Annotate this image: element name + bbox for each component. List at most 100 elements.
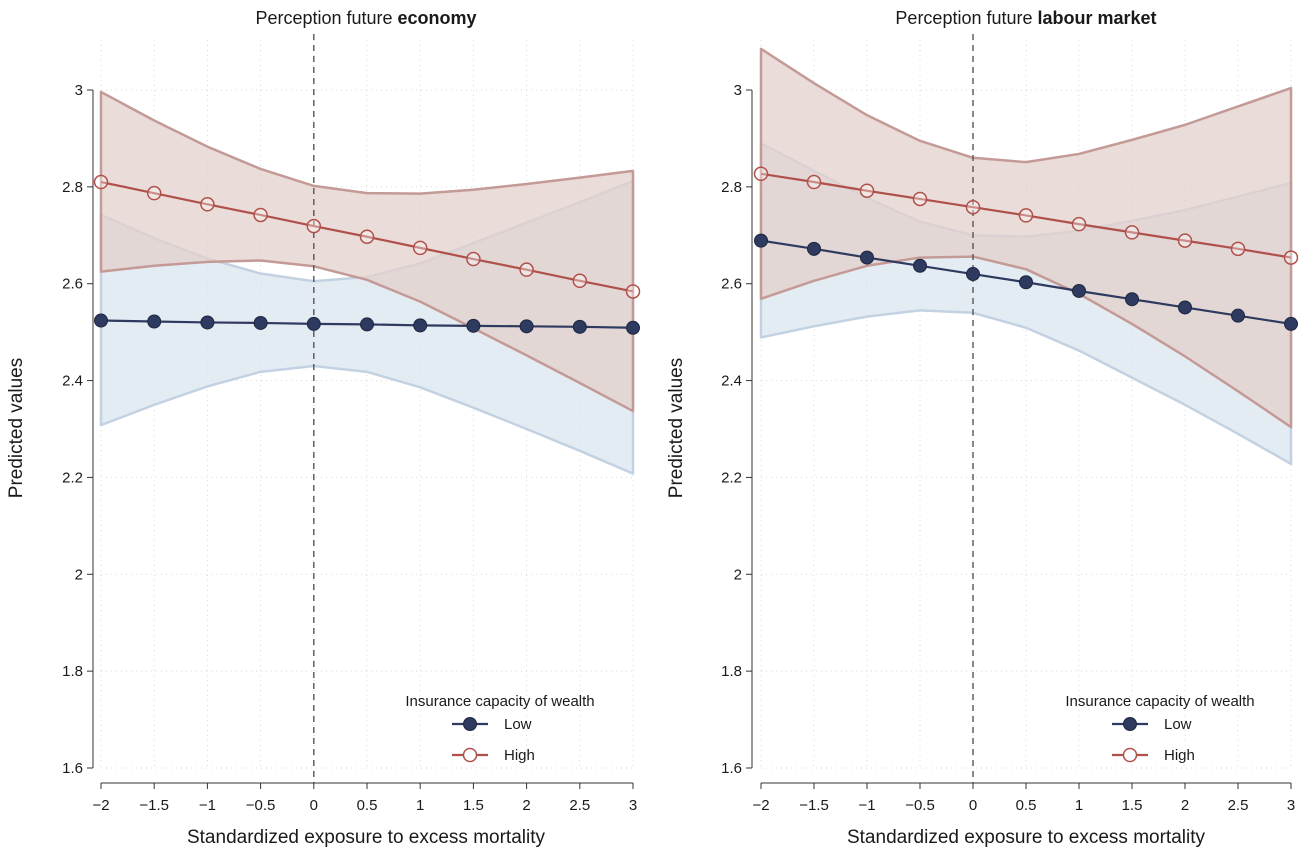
data-point-low: [966, 267, 980, 282]
legend-title: Insurance capacity of wealth: [1065, 693, 1254, 710]
x-tick-label: 2.5: [569, 797, 590, 814]
x-tick-label: −1: [858, 797, 875, 814]
x-tick-label: −1: [199, 797, 216, 814]
data-point-low: [360, 317, 374, 332]
data-point-high: [306, 218, 322, 234]
data-point-high: [93, 174, 109, 190]
data-point-high: [1071, 216, 1087, 232]
x-tick-label: 1.5: [1122, 797, 1143, 814]
legend: Insurance capacity of wealth Low High: [1065, 693, 1254, 764]
y-tick-label: 2.2: [721, 469, 742, 486]
data-point-high: [519, 262, 534, 277]
data-point-low: [306, 316, 321, 331]
x-tick-label: −0.5: [246, 797, 276, 814]
legend-title: Insurance capacity of wealth: [405, 693, 594, 710]
x-tick-label: 1: [1075, 797, 1083, 814]
data-point-high: [806, 174, 822, 190]
y-axis-title: Predicted values: [6, 358, 27, 498]
panel-title-prefix: Perception future: [895, 8, 1037, 28]
data-point-high: [965, 199, 981, 215]
data-point-high: [859, 183, 875, 198]
data-point-high: [412, 240, 428, 256]
legend-marker-high: [1122, 747, 1138, 763]
data-point-low: [807, 241, 821, 256]
data-point-high: [146, 185, 162, 201]
y-tick-label: 2.8: [62, 179, 83, 196]
x-tick-label: 2: [1181, 797, 1189, 814]
data-point-high: [625, 284, 641, 299]
legend-marker-high: [462, 747, 478, 763]
data-point-low: [1072, 283, 1086, 298]
ci-band-high: [99, 90, 635, 413]
data-point-high: [253, 207, 268, 223]
y-tick-label: 1.8: [62, 663, 83, 680]
y-tick-label: 3: [75, 82, 83, 99]
legend-label-high: High: [504, 747, 535, 764]
panel-title-prefix: Perception future: [255, 8, 397, 28]
data-point-high: [1230, 241, 1246, 257]
legend-label-low: Low: [1164, 716, 1192, 733]
x-tick-label: −0.5: [905, 797, 935, 814]
data-point-low: [147, 314, 162, 329]
data-point-low: [466, 318, 481, 333]
axes: 1.6 1.8 2 2.2 2.4 2.6 2.8 3 −2 −1.5 −1 −0.5 0 0.5 1 1.5…: [721, 82, 1295, 814]
x-tick-label: 3: [1287, 797, 1295, 814]
data-point-low: [413, 318, 428, 333]
x-tick-label: 3: [629, 797, 637, 814]
legend-label-high: High: [1164, 747, 1195, 764]
data-point-high: [912, 191, 928, 207]
data-point-high: [1177, 233, 1193, 248]
data-point-low: [253, 315, 268, 330]
data-point-low: [1125, 292, 1139, 307]
ci-band-high: [759, 47, 1293, 429]
legend-marker-low: [1123, 717, 1137, 731]
x-tick-label: −2: [92, 797, 109, 814]
y-tick-label: 2.8: [721, 179, 742, 196]
data-point-low: [200, 315, 215, 330]
x-tick-label: 1: [416, 797, 424, 814]
data-point-high: [200, 197, 215, 212]
x-tick-label: 0: [969, 797, 977, 814]
data-point-high: [466, 251, 481, 267]
panel-title: Perception future labour market: [895, 8, 1156, 28]
x-tick-label: 0.5: [357, 797, 378, 814]
x-tick-label: 2: [522, 797, 530, 814]
x-tick-label: −2: [752, 797, 769, 814]
y-tick-label: 2.2: [62, 469, 83, 486]
legend: Insurance capacity of wealth Low High: [405, 693, 594, 764]
data-point-high: [1018, 208, 1034, 223]
x-axis-title: Standardized exposure to excess mortalit…: [847, 827, 1206, 848]
data-point-low: [572, 319, 587, 334]
legend-label-low: Low: [504, 716, 532, 733]
panel-title-bold: labour market: [1038, 8, 1157, 28]
data-point-low: [913, 258, 927, 273]
chart-panel-1: 1.6 1.8 2 2.2 2.4 2.6 2.8 3 −2 −1.5 −1 −0.5 0 0.5 1 1.5…: [6, 8, 641, 848]
data-point-high: [359, 229, 375, 244]
axes: 1.6 1.8 2 2.2 2.4 2.6 2.8 3 −2 −1.5 −1 −0.5 0 0.5 1 1.5…: [62, 82, 637, 814]
y-tick-label: 2.4: [721, 373, 742, 390]
x-tick-label: −1.5: [139, 797, 169, 814]
y-tick-label: 1.8: [721, 663, 742, 680]
data-point-low: [626, 320, 640, 335]
x-tick-label: 0.5: [1016, 797, 1037, 814]
data-point-low: [1178, 300, 1192, 315]
y-tick-label: 2.6: [62, 276, 83, 293]
legend-marker-low: [463, 717, 477, 731]
x-tick-label: 0: [310, 797, 318, 814]
y-tick-label: 1.6: [62, 760, 83, 777]
data-point-high: [753, 166, 769, 182]
data-point-low: [860, 250, 874, 265]
y-tick-label: 2: [75, 566, 83, 583]
chart-panel-2: 1.6 1.8 2 2.2 2.4 2.6 2.8 3 −2 −1.5 −1 −0.5 0 0.5 1 1.5…: [666, 8, 1299, 848]
y-tick-label: 2: [734, 566, 742, 583]
panel-title: Perception future economy: [255, 8, 476, 28]
data-point-low: [754, 233, 768, 248]
series-line-high: [760, 172, 1292, 259]
data-point-low: [1231, 308, 1245, 323]
x-tick-label: −1.5: [799, 797, 829, 814]
data-point-low: [519, 319, 534, 334]
x-tick-label: 2.5: [1228, 797, 1249, 814]
data-point-low: [1019, 275, 1033, 290]
data-point-low: [1284, 316, 1298, 331]
